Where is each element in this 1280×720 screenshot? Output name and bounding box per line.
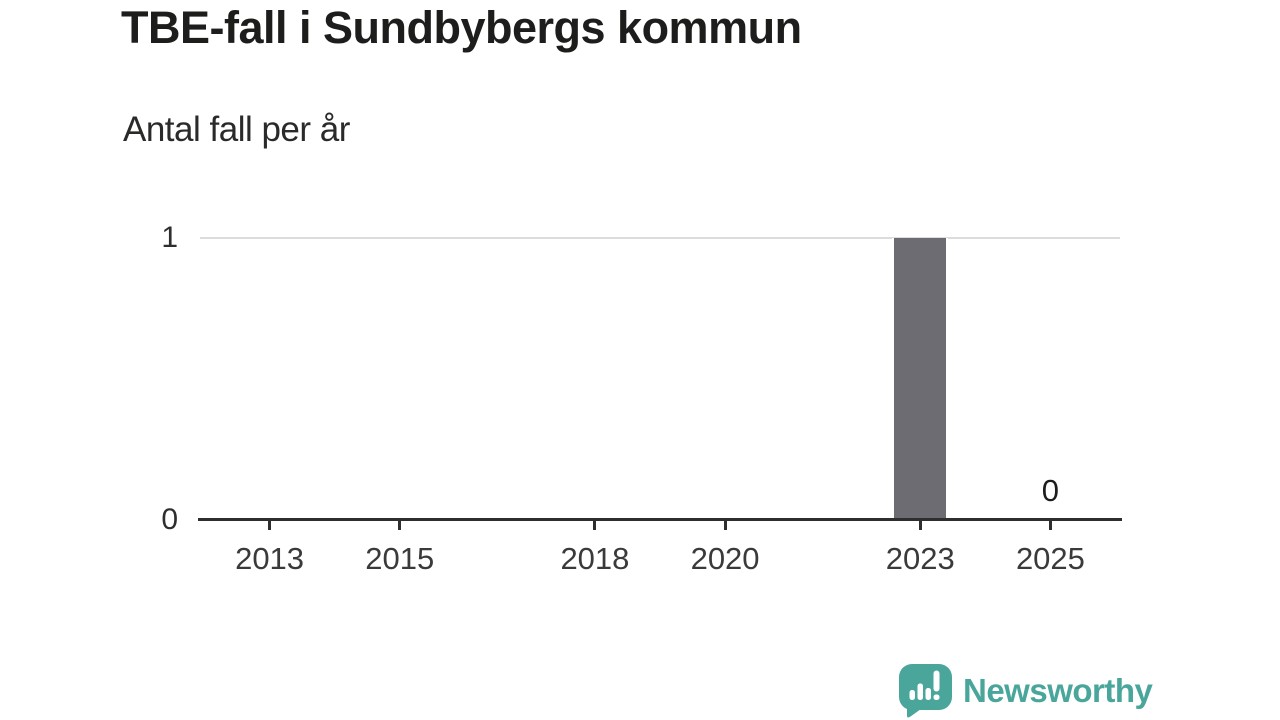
chart-subtitle: Antal fall per år (123, 110, 350, 149)
chart-title: TBE-fall i Sundbybergs kommun (121, 2, 802, 53)
x-tick-label: 2023 (885, 541, 955, 576)
x-tick (1048, 521, 1052, 530)
x-tick (593, 521, 597, 530)
newsworthy-icon (899, 664, 952, 718)
bar-2023 (892, 238, 949, 520)
x-tick (918, 521, 922, 530)
last-value-label: 0 (1041, 473, 1060, 508)
x-tick (398, 521, 402, 530)
x-tick-label: 2025 (1015, 541, 1085, 576)
newsworthy-logo: Newsworthy (896, 663, 1153, 718)
y-tick-label: 1 (161, 221, 178, 254)
newsworthy-wordmark: Newsworthy (963, 671, 1153, 709)
x-tick (268, 521, 272, 530)
x-tick-label: 2020 (690, 541, 760, 576)
y-gridline (200, 237, 1120, 239)
x-tick-label: 2015 (365, 541, 435, 576)
x-tick (723, 521, 727, 530)
x-tick-label: 2018 (560, 541, 630, 576)
y-tick-label: 0 (161, 503, 178, 536)
x-tick-label: 2013 (235, 541, 305, 576)
x-axis-line (198, 518, 1122, 521)
